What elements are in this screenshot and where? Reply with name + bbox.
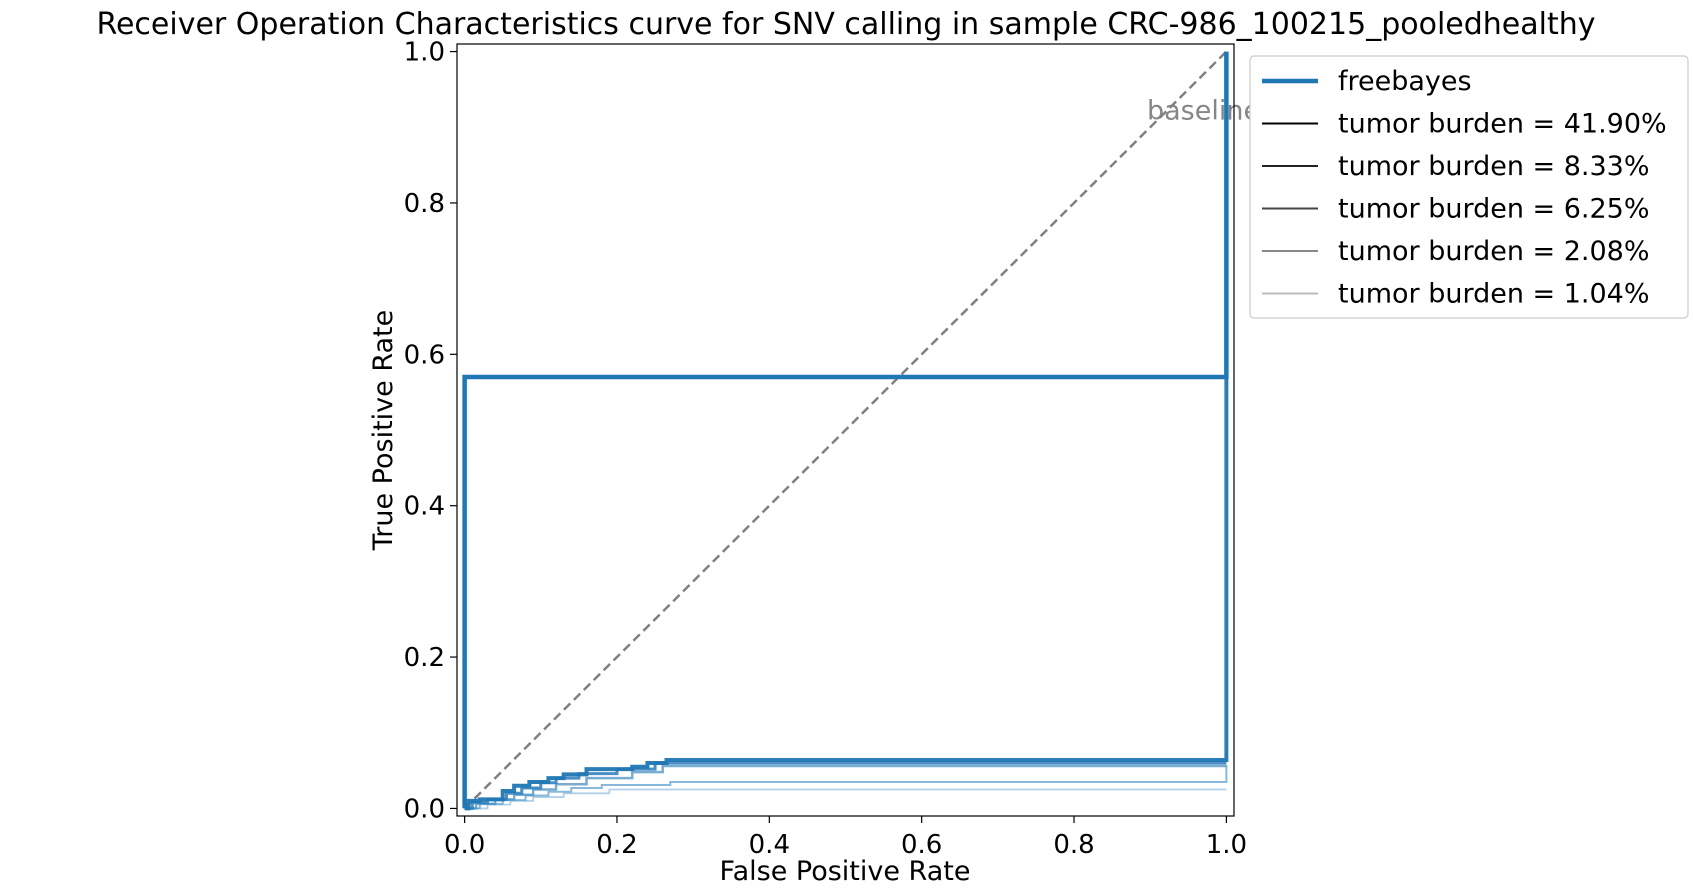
legend-label: tumor burden = 1.04%	[1338, 279, 1650, 310]
plot-area: baseline	[456, 43, 1260, 817]
series-layer	[462, 51, 1229, 811]
x-tick-label: 1.0	[1206, 830, 1247, 860]
x-tick-label: 0.0	[444, 830, 485, 860]
axes-border	[456, 43, 1235, 817]
baseline-layer: baseline	[463, 50, 1260, 810]
x-tick-label: 0.4	[749, 830, 790, 860]
y-tick-label: 0.2	[404, 643, 445, 673]
y-tick-label: 1.0	[404, 38, 445, 68]
x-tick-label: 0.2	[596, 830, 637, 860]
series-line-0	[462, 51, 1229, 809]
legend-label: tumor burden = 2.08%	[1338, 236, 1650, 267]
legend-label: tumor burden = 41.90%	[1338, 109, 1667, 140]
y-axis: 0.0 0.2 0.4 0.6 0.8 1.0	[404, 38, 457, 824]
series-line-3	[464, 764, 1227, 810]
x-tick-label: 0.6	[901, 830, 942, 860]
series-line-5	[464, 788, 1227, 810]
legend-label: tumor burden = 6.25%	[1338, 194, 1650, 225]
x-axis-label: False Positive Rate	[720, 856, 971, 887]
series-line-1	[464, 377, 1229, 811]
baseline-label: baseline	[1147, 96, 1260, 127]
legend: freebayes tumor burden = 41.90% tumor burd…	[1249, 55, 1689, 319]
y-tick-label: 0.8	[404, 189, 445, 219]
x-tick-label: 0.8	[1053, 830, 1094, 860]
y-tick-label: 0.6	[404, 340, 445, 370]
y-tick-label: 0.4	[404, 492, 445, 522]
y-tick-label: 0.0	[404, 794, 445, 824]
legend-label: freebayes	[1338, 66, 1472, 97]
legend-frame	[1249, 55, 1689, 319]
legend-items: freebayes tumor burden = 41.90% tumor burd…	[1262, 66, 1667, 310]
y-axis-label: True Positive Rate	[368, 310, 399, 552]
chart-title: Receiver Operation Characteristics curve…	[96, 7, 1595, 42]
x-axis: 0.0 0.2 0.4 0.6 0.8 1.0	[444, 816, 1247, 860]
baseline-line	[463, 50, 1228, 810]
legend-label: tumor burden = 8.33%	[1338, 151, 1650, 182]
